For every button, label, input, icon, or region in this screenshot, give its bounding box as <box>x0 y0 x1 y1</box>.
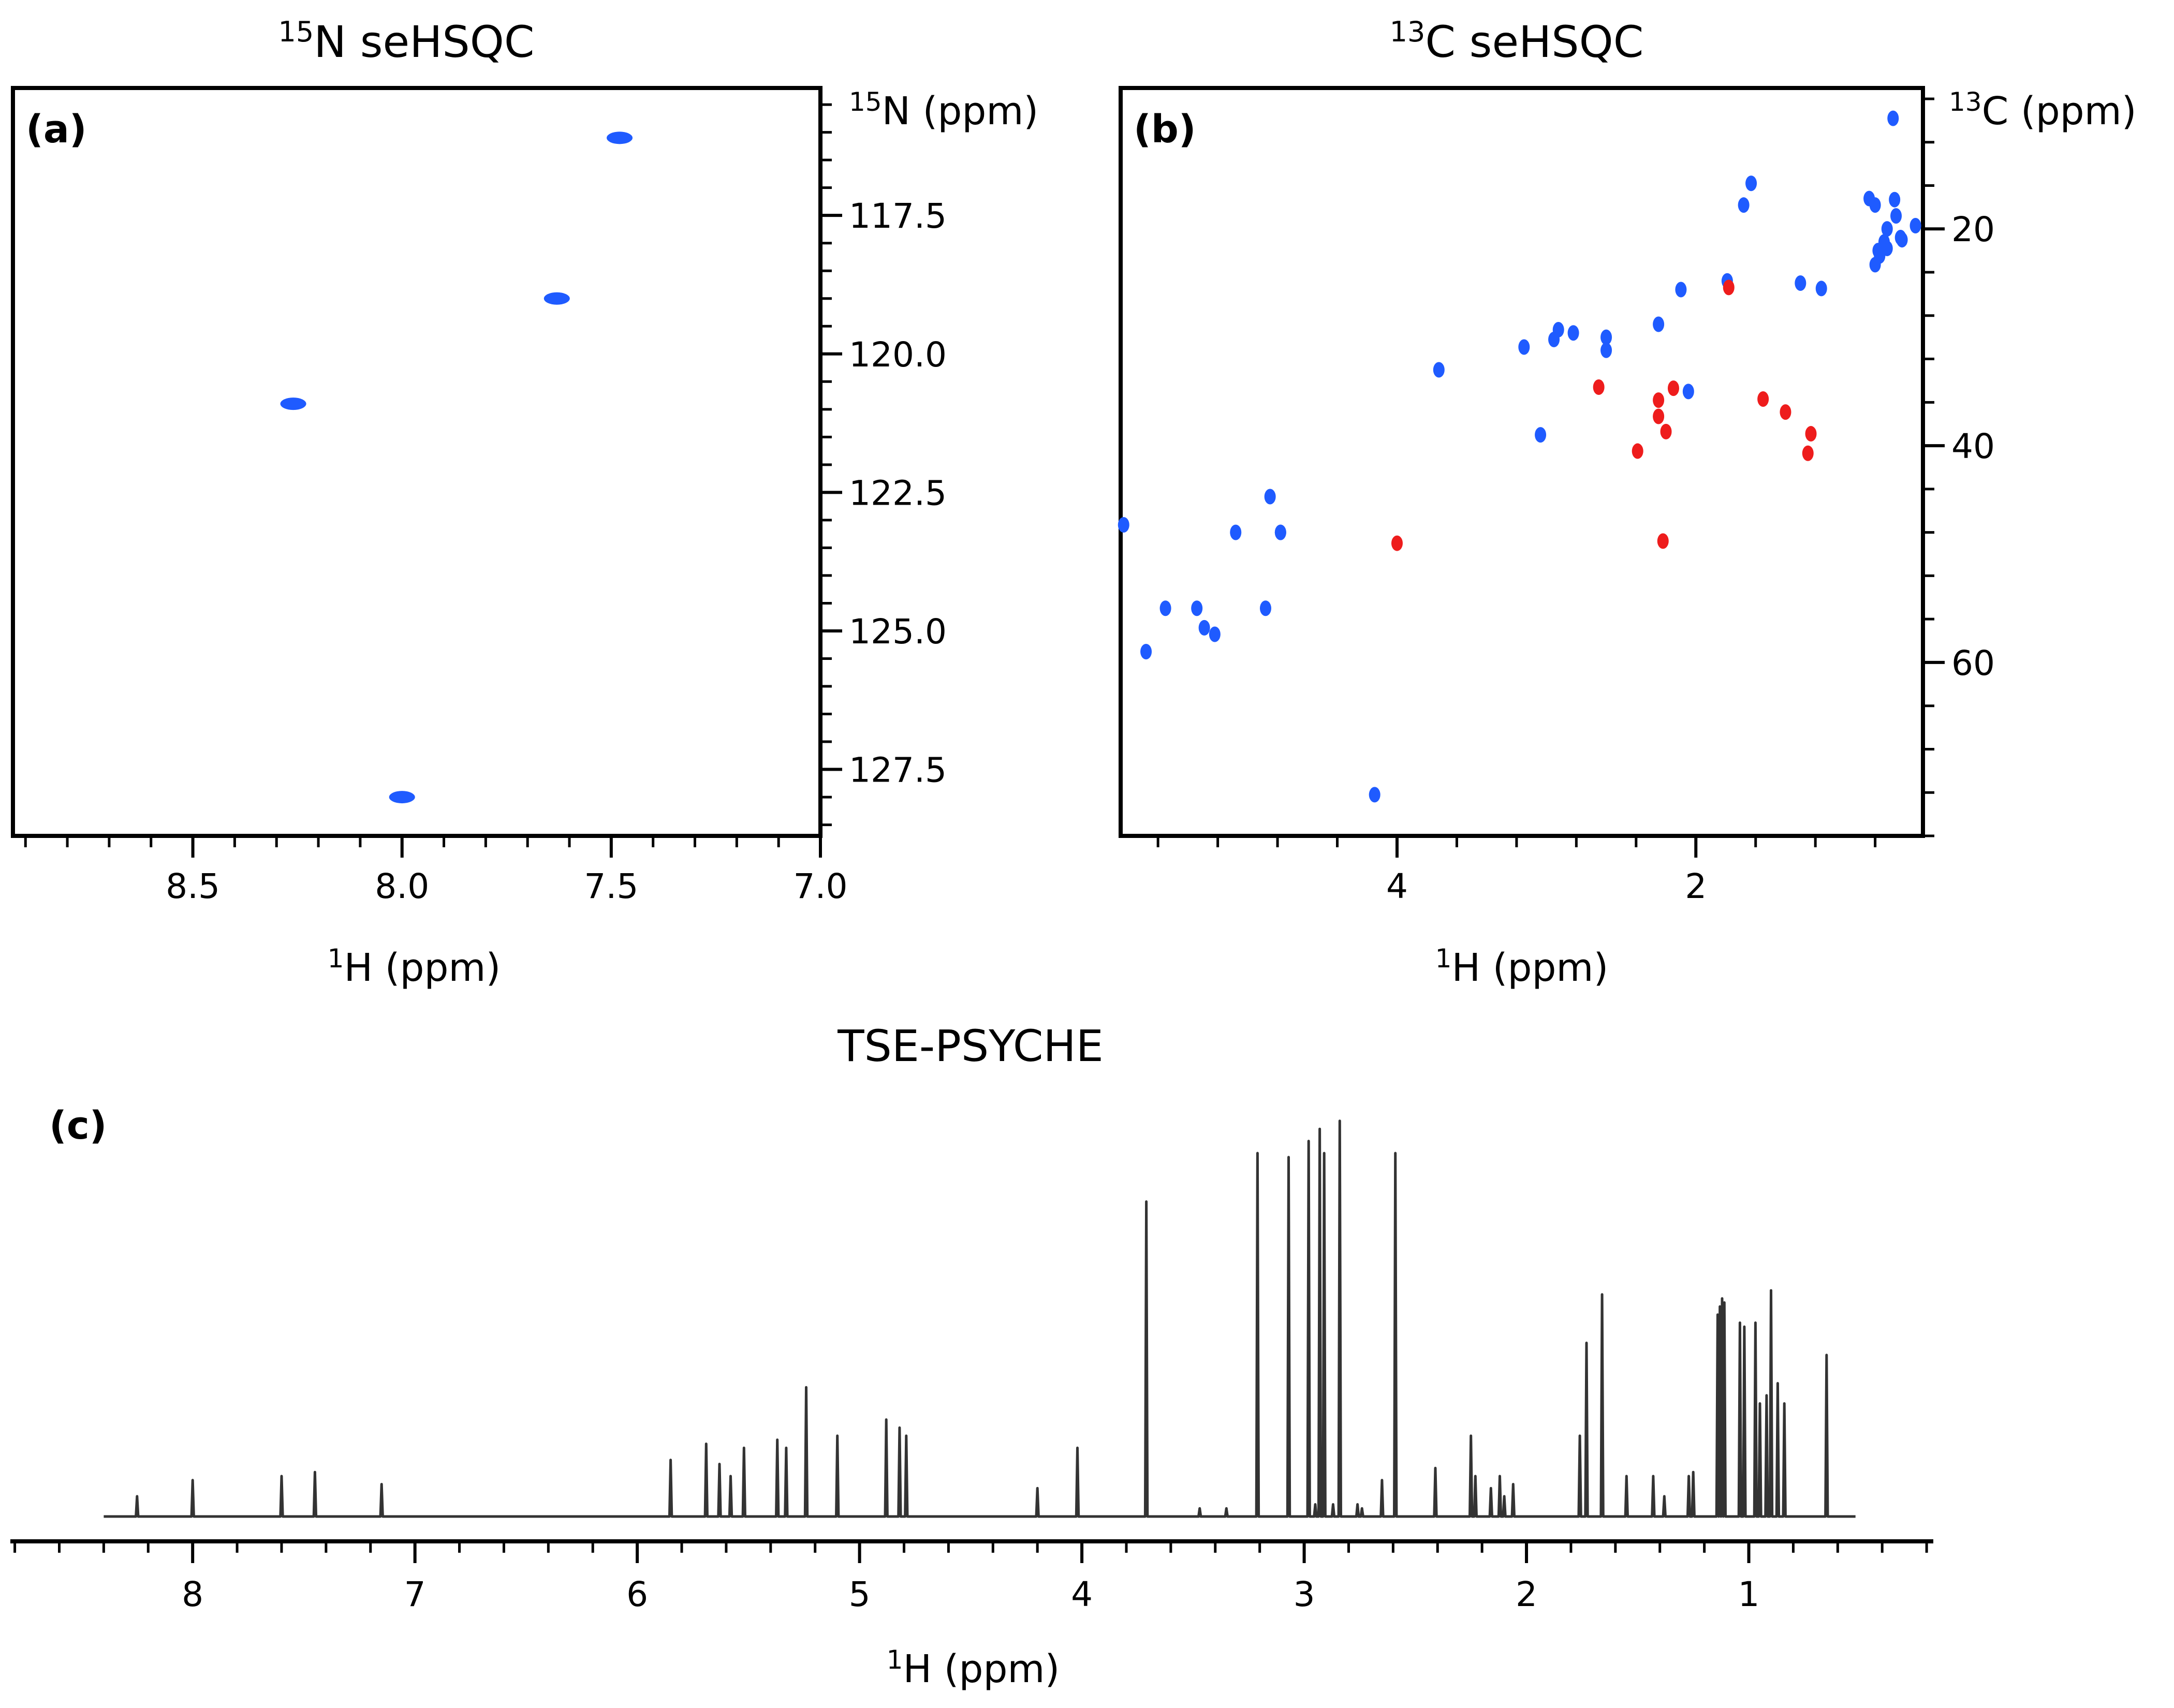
panel-a-x-ticks: 8.5 8.0 7.5 7.0 <box>24 836 848 906</box>
panel-b-cross-peak <box>1682 384 1694 400</box>
panel-a-cross-peak <box>544 292 570 305</box>
panel-b-title: 13C seHSQC <box>1390 16 1644 67</box>
panel-b-cross-peak <box>1191 600 1203 616</box>
panel-a-letter: (a) <box>26 107 87 152</box>
panel-a-x-tick-label: 7.5 <box>584 866 638 906</box>
panel-a-peaks <box>280 131 633 804</box>
panel-b-cross-peak <box>1863 190 1875 207</box>
panel-a-plot-frame <box>11 86 822 838</box>
panel-a-xlabel: 1H (ppm) <box>328 944 501 990</box>
panel-b-cross-peak <box>1675 282 1687 298</box>
panel-b-cross-peak <box>1198 620 1210 636</box>
panel-b-ylabel: 13C (ppm) <box>1949 87 2137 134</box>
panel-b-cross-peak <box>1815 281 1827 297</box>
panel-c-title: TSE-PSYCHE <box>837 1021 1104 1071</box>
panel-c-letter: (c) <box>49 1103 107 1148</box>
panel-c-xlabel: 1H (ppm) <box>887 1645 1060 1691</box>
panel-b-cross-peak <box>1667 380 1679 396</box>
panel-a-y-tick-label: 122.5 <box>849 473 947 513</box>
panel-b-cross-peak <box>1805 426 1817 442</box>
panel-c-x-tick-label: 3 <box>1294 1574 1315 1614</box>
panel-c-x-tick-label: 7 <box>404 1574 426 1614</box>
panel-a: 15N seHSQC (a) 15N (ppm) 1H (ppm) 8.5 8.0… <box>11 16 1038 990</box>
panel-b-cross-peak <box>1535 427 1547 443</box>
panel-b-cross-peak <box>1894 230 1906 245</box>
panel-b-x-tick-label: 2 <box>1685 866 1707 906</box>
panel-a-x-tick-label: 8.5 <box>166 866 220 906</box>
panel-a-y-tick-label: 127.5 <box>849 750 947 790</box>
panel-b-y-tick-label: 40 <box>1951 426 1995 466</box>
panel-c-x-tick-label: 5 <box>849 1574 871 1614</box>
panel-b-cross-peak <box>1802 445 1814 461</box>
panel-c-spectrum-line <box>104 1120 1856 1518</box>
panel-c-x-tick-label: 4 <box>1071 1574 1093 1614</box>
panel-b-peaks <box>1118 110 1921 803</box>
panel-b-cross-peak <box>1140 643 1152 659</box>
panel-b-cross-peak <box>1593 379 1605 395</box>
panel-b-cross-peak <box>1723 279 1735 296</box>
panel-b-cross-peak <box>1657 533 1669 549</box>
panel-b-cross-peak <box>1548 331 1560 347</box>
panel-c-x-tick-label: 6 <box>626 1574 648 1614</box>
panel-b-cross-peak <box>1738 197 1750 213</box>
panel-a-y-ticks: 117.5 120.0 122.5 125.0 127.5 <box>820 103 947 827</box>
panel-a-cross-peak <box>607 131 633 144</box>
panel-b-plot-frame <box>1119 86 1925 838</box>
panel-a-y-tick-label: 125.0 <box>849 612 947 652</box>
panel-b-y-tick-label: 20 <box>1951 210 1995 249</box>
panel-b-cross-peak <box>1780 404 1791 420</box>
panel-b-cross-peak <box>1433 362 1445 378</box>
panel-b-cross-peak <box>1872 243 1884 259</box>
panel-b-cross-peak <box>1632 443 1643 459</box>
panel-b-cross-peak <box>1391 535 1403 551</box>
panel-c-x-tick-label: 8 <box>182 1574 203 1614</box>
panel-b-cross-peak <box>1757 391 1769 407</box>
panel-b-cross-peak <box>1600 329 1612 345</box>
panel-b-cross-peak <box>1745 175 1757 192</box>
panel-b-cross-peak <box>1890 208 1902 224</box>
panel-b-cross-peak <box>1274 524 1286 540</box>
panel-c-x-ticks: 8 7 6 5 4 3 2 1 <box>13 1541 1928 1614</box>
panel-b-cross-peak <box>1209 626 1221 642</box>
panel-a-cross-peak <box>389 791 415 804</box>
panel-b-cross-peak <box>1653 316 1665 332</box>
panel-b-y-tick-label: 60 <box>1951 643 1995 683</box>
panel-b-y-ticks: 20 40 60 <box>1923 97 1995 837</box>
panel-b-cross-peak <box>1889 192 1901 208</box>
panel-a-y-tick-label: 120.0 <box>849 335 947 375</box>
panel-c-x-tick-label: 1 <box>1738 1574 1760 1614</box>
panel-b-cross-peak <box>1887 110 1899 126</box>
panel-a-x-tick-label: 7.0 <box>794 866 848 906</box>
panel-b-cross-peak <box>1795 275 1806 291</box>
panel-b-cross-peak <box>1600 342 1612 358</box>
panel-b-cross-peak <box>1567 325 1579 341</box>
panel-b-cross-peak <box>1369 787 1380 803</box>
panel-a-cross-peak <box>280 397 306 410</box>
panel-b-cross-peak <box>1909 217 1921 233</box>
panel-b-cross-peak <box>1660 423 1672 439</box>
panel-b-letter: (b) <box>1134 107 1196 152</box>
panel-b-cross-peak <box>1518 339 1530 355</box>
panel-b-cross-peak <box>1653 408 1665 424</box>
panel-a-x-tick-label: 8.0 <box>375 866 429 906</box>
panel-c-x-tick-label: 2 <box>1516 1574 1537 1614</box>
panel-b-cross-peak <box>1264 489 1276 505</box>
panel-b-cross-peak <box>1881 221 1893 237</box>
panel-b-xlabel: 1H (ppm) <box>1435 944 1609 990</box>
panel-a-ylabel: 15N (ppm) <box>849 87 1038 134</box>
panel-b-cross-peak <box>1869 257 1881 273</box>
panel-b-cross-peak <box>1118 517 1129 533</box>
panel-b-x-tick-label: 4 <box>1386 866 1408 906</box>
panel-b-cross-peak <box>1653 392 1665 408</box>
panel-a-title: 15N seHSQC <box>278 16 535 67</box>
panel-b-cross-peak <box>1230 524 1242 540</box>
panel-a-y-tick-label: 117.5 <box>849 196 947 236</box>
panel-b-cross-peak <box>1159 600 1171 616</box>
panel-c: TSE-PSYCHE (c) 1H (ppm) 8 7 6 5 4 3 2 1 <box>10 1021 1933 1691</box>
panel-b-cross-peak <box>1259 600 1271 616</box>
